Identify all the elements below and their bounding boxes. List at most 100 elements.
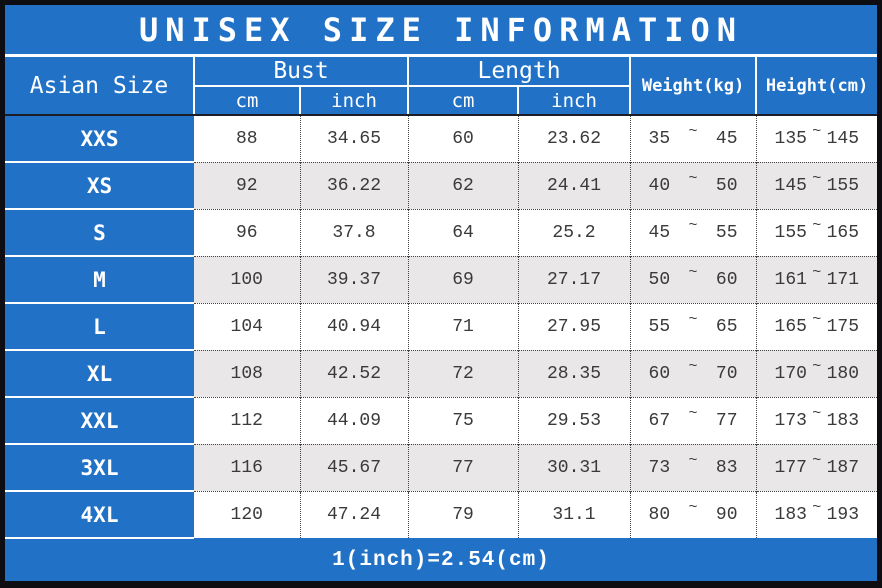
table-header: Asian Size Bust Length Weight(kg) Height… [5,57,877,116]
length-inch-value: 27.95 [517,302,631,350]
length-cm-value: 69 [407,255,519,303]
length-cm-value: 77 [407,443,519,491]
height-range: 145 ~ 155 [755,161,877,209]
length-cm-value: 71 [407,302,519,350]
tilde-glyph: ~ [812,217,822,234]
size-label: XS [5,161,194,209]
length-cm-value: 62 [407,161,519,209]
height-min-value: 183 [774,504,807,525]
weight-range: 45 ~ 55 [629,208,757,256]
length-inch-value: 28.35 [517,349,631,397]
weight-range: 35 ~ 45 [629,115,757,162]
column-header-length: Length [408,57,632,87]
height-range: 135 ~ 145 [755,115,877,162]
table-row: 4XL 120 47.24 79 31.1 80 ~ 90 183 ~ 193 [5,490,877,539]
weight-max-value: 70 [715,363,738,384]
bust-inch-value: 44.09 [299,396,409,444]
length-cm-value: 64 [407,208,519,256]
height-min-value: 145 [774,175,807,196]
weight-min-value: 40 [648,175,671,196]
weight-max-value: 90 [715,504,738,525]
tilde-glyph: ~ [688,405,698,422]
tilde-glyph: ~ [688,358,698,375]
weight-min-value: 60 [648,363,671,384]
bust-cm-value: 108 [194,349,300,397]
length-inch-value: 30.31 [517,443,631,491]
bust-inch-value: 45.67 [299,443,409,491]
size-label: M [5,255,194,303]
weight-range: 40 ~ 50 [629,161,757,209]
height-min-value: 177 [774,457,807,478]
table-row: S 96 37.8 64 25.2 45 ~ 55 155 ~ 165 [5,208,877,256]
column-header-weight: Weight(kg) [630,57,758,116]
weight-min-value: 55 [648,316,671,337]
bust-cm-value: 120 [194,490,300,538]
tilde-glyph: ~ [688,452,698,469]
height-max-value: 155 [826,175,859,196]
weight-range: 80 ~ 90 [629,490,757,538]
length-cm-value: 75 [407,396,519,444]
bust-cm-value: 112 [194,396,300,444]
bust-inch-value: 34.65 [299,115,409,162]
height-max-value: 171 [826,269,859,290]
size-label: XL [5,349,194,397]
column-header-bust: Bust [194,57,410,87]
length-cm-value: 60 [407,115,519,162]
length-inch-value: 29.53 [517,396,631,444]
weight-max-value: 50 [715,175,738,196]
weight-range: 55 ~ 65 [629,302,757,350]
height-range: 183 ~ 193 [755,490,877,538]
subheader-length-inch: inch [518,86,632,116]
bust-cm-value: 100 [194,255,300,303]
bust-inch-value: 39.37 [299,255,409,303]
weight-range: 67 ~ 77 [629,396,757,444]
height-min-value: 165 [774,316,807,337]
tilde-glyph: ~ [812,170,822,187]
column-header-asian-size: Asian Size [5,57,195,116]
height-range: 177 ~ 187 [755,443,877,491]
subheader-bust-cm: cm [194,86,301,116]
table-row: M 100 39.37 69 27.17 50 ~ 60 161 ~ 171 [5,255,877,303]
tilde-glyph: ~ [812,123,822,141]
tilde-glyph: ~ [812,405,822,422]
height-max-value: 193 [826,504,859,525]
table-row: XXS 88 34.65 60 23.62 35 ~ 45 135 ~ 145 [5,115,877,162]
conversion-note: 1(inch)=2.54(cm) [5,539,877,581]
table-body: XXS 88 34.65 60 23.62 35 ~ 45 135 ~ 145 … [5,115,877,539]
weight-range: 73 ~ 83 [629,443,757,491]
height-max-value: 187 [826,457,859,478]
bust-cm-value: 104 [194,302,300,350]
height-max-value: 180 [826,363,859,384]
weight-min-value: 50 [648,269,671,290]
length-cm-value: 72 [407,349,519,397]
weight-min-value: 73 [648,457,671,478]
tilde-glyph: ~ [688,217,698,234]
tilde-glyph: ~ [812,452,822,469]
height-min-value: 155 [774,222,807,243]
size-table: Asian Size Bust Length Weight(kg) Height… [5,57,877,539]
bust-cm-value: 116 [194,443,300,491]
table-row: 3XL 116 45.67 77 30.31 73 ~ 83 177 ~ 187 [5,443,877,491]
bust-inch-value: 40.94 [299,302,409,350]
tilde-glyph: ~ [812,358,822,375]
bust-cm-value: 92 [194,161,300,209]
weight-range: 50 ~ 60 [629,255,757,303]
table-row: XL 108 42.52 72 28.35 60 ~ 70 170 ~ 180 [5,349,877,397]
height-min-value: 173 [774,410,807,431]
height-max-value: 165 [826,222,859,243]
height-range: 155 ~ 165 [755,208,877,256]
length-cm-value: 79 [407,490,519,538]
height-range: 170 ~ 180 [755,349,877,397]
size-label: XXL [5,396,194,444]
height-max-value: 183 [826,410,859,431]
tilde-glyph: ~ [688,170,698,187]
height-max-value: 175 [826,316,859,337]
subheader-bust-inch: inch [300,86,410,116]
weight-max-value: 55 [715,222,738,243]
height-min-value: 161 [774,269,807,290]
subheader-length-cm: cm [408,86,520,116]
size-label: S [5,208,194,256]
table-row: XS 92 36.22 62 24.41 40 ~ 50 145 ~ 155 [5,161,877,209]
length-inch-value: 24.41 [517,161,631,209]
